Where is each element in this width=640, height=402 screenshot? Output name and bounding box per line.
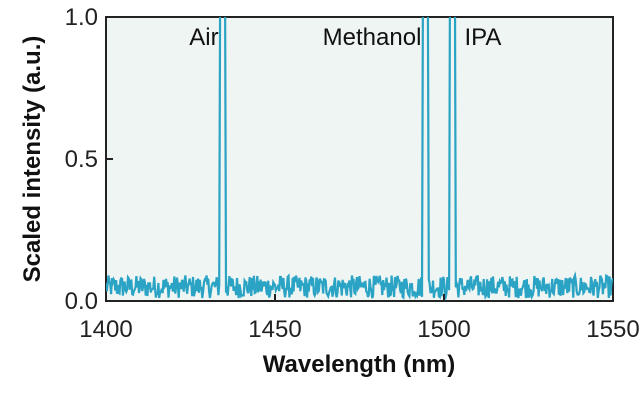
- x-tick-label: 1500: [417, 316, 470, 343]
- peak-label-ipa: IPA: [464, 24, 501, 51]
- y-tick-label: 0.5: [65, 146, 98, 173]
- x-axis-title: Wavelength (nm): [263, 351, 455, 378]
- x-tick-label: 1550: [586, 316, 639, 343]
- x-tick-label: 1400: [79, 316, 132, 343]
- y-axis-title: Scaled intensity (a.u.): [19, 36, 46, 283]
- y-tick-label: 0.0: [65, 288, 98, 315]
- annotation-layer: Air Methanol IPA: [189, 24, 501, 51]
- tick-layer: 1400 1450 1500 1550 0.0 0.5 1.0: [65, 4, 640, 343]
- peak-label-air: Air: [189, 24, 218, 51]
- y-tick-label: 1.0: [65, 4, 98, 31]
- x-tick-label: 1450: [248, 316, 301, 343]
- plot-area-background: [105, 16, 614, 302]
- series-layer: [106, 17, 613, 301]
- spectrum-line: [106, 17, 613, 301]
- peak-label-methanol: Methanol: [323, 24, 422, 51]
